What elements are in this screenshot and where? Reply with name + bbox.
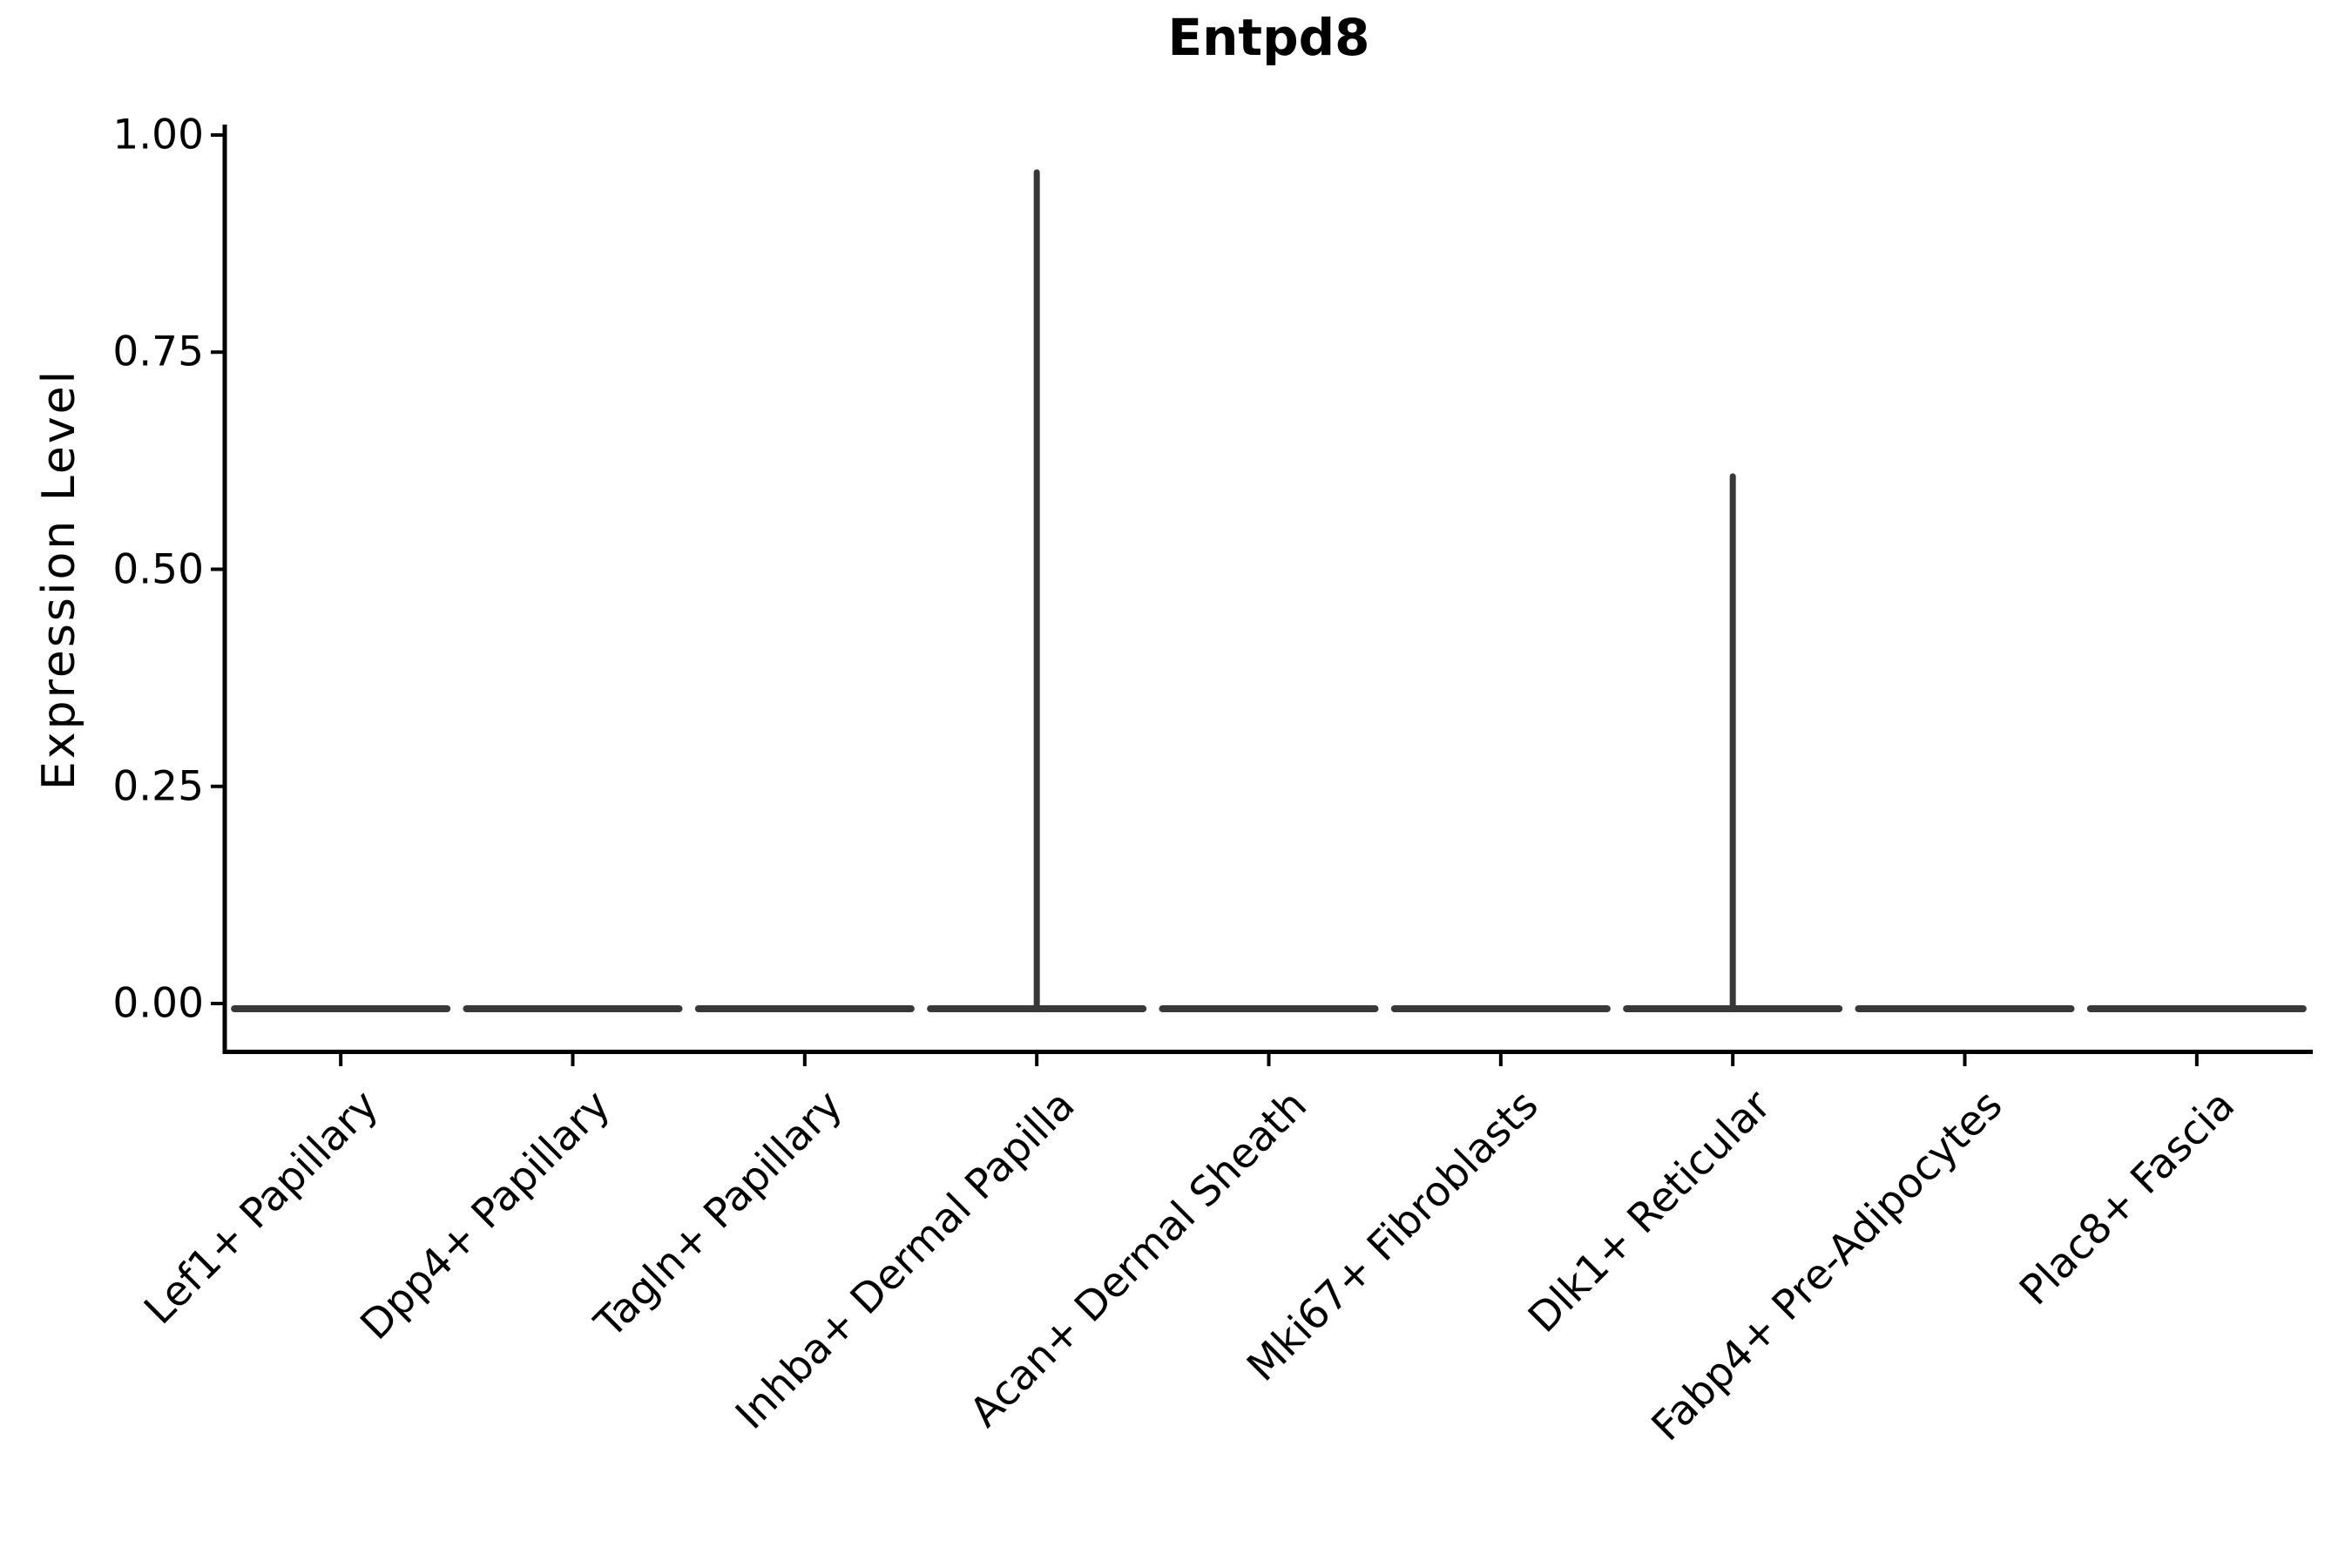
chart-title: Entpd8 — [1167, 8, 1370, 67]
